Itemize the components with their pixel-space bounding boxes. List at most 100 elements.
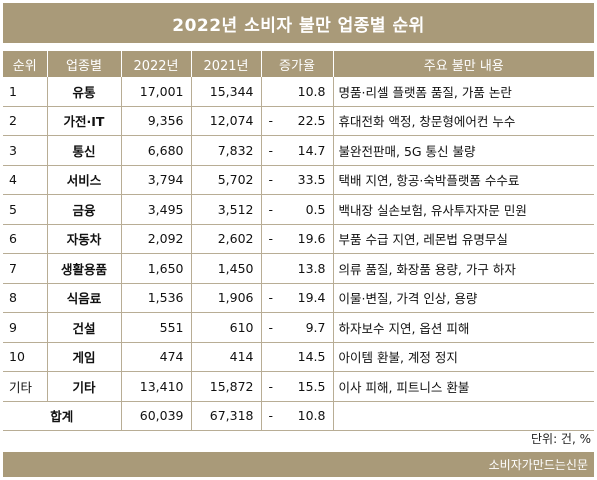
count-2022-cell: 6,680 bbox=[121, 135, 192, 166]
table-row: 6 자동차 2,092 2,602 - 19.6 부품 수급 지연, 레몬법 유명… bbox=[3, 224, 594, 254]
rank-cell: 6 bbox=[3, 224, 48, 254]
header-2022: 2022년 bbox=[121, 51, 192, 77]
count-2021-cell: 3,512 bbox=[191, 194, 262, 225]
industry-cell: 가전·IT bbox=[47, 106, 122, 136]
change-value: 13.8 bbox=[297, 260, 326, 276]
change-rate-cell: - 0.5 bbox=[261, 194, 334, 225]
unit-note: 단위: 건, % bbox=[530, 432, 591, 446]
rank-cell: 7 bbox=[3, 253, 48, 284]
count-2021-cell: 5,702 bbox=[191, 165, 262, 195]
count-2021-cell: 15,344 bbox=[191, 77, 262, 107]
industry-cell: 서비스 bbox=[47, 165, 122, 195]
table-row: 7 생활용품 1,650 1,450 13.8 의류 품질, 화장품 용량, 가… bbox=[3, 253, 594, 284]
count-2022-cell: 3,794 bbox=[121, 165, 192, 195]
change-value: 10.8 bbox=[297, 408, 326, 424]
change-sign: - bbox=[268, 142, 274, 158]
change-sign: - bbox=[268, 319, 274, 335]
header-2021: 2021년 bbox=[191, 51, 262, 77]
table-row: 3 통신 6,680 7,832 - 14.7 불완전판매, 5G 통신 불량 bbox=[3, 135, 594, 166]
change-value: 10.8 bbox=[297, 83, 326, 99]
complaint-content-cell: 이물·변질, 가격 인상, 용량 bbox=[333, 283, 594, 313]
total-content-cell bbox=[333, 401, 594, 431]
table-row: 1 유통 17,001 15,344 10.8 명품·리셀 플랫폼 품질, 가품… bbox=[3, 77, 594, 107]
change-rate-cell: - 14.7 bbox=[261, 135, 334, 166]
industry-cell: 생활용품 bbox=[47, 253, 122, 284]
table-row: 2 가전·IT 9,356 12,074 - 22.5 휴대전화 액정, 창문형에… bbox=[3, 106, 594, 136]
change-sign: - bbox=[268, 113, 274, 129]
header-change-rate: 증가율 bbox=[261, 51, 334, 77]
count-2022-cell: 17,001 bbox=[121, 77, 192, 107]
change-rate-cell: 14.5 bbox=[261, 342, 334, 372]
count-2021-cell: 1,450 bbox=[191, 253, 262, 284]
change-rate-cell: 10.8 bbox=[261, 77, 334, 107]
count-2021-cell: 7,832 bbox=[191, 135, 262, 166]
count-2022-cell: 1,536 bbox=[121, 283, 192, 313]
header-rank: 순위 bbox=[3, 51, 48, 77]
header-row: 순위 업종별 2022년 2021년 증가율 주요 불만 내용 bbox=[3, 51, 594, 77]
total-2022-cell: 60,039 bbox=[121, 401, 192, 431]
change-value: 14.5 bbox=[297, 349, 326, 365]
change-value: 9.7 bbox=[305, 319, 326, 335]
table-row: 기타 기타 13,410 15,872 - 15.5 이사 피해, 피트니스 환불 bbox=[3, 371, 594, 402]
count-2022-cell: 2,092 bbox=[121, 224, 192, 254]
total-label: 합계 bbox=[3, 401, 122, 431]
count-2022-cell: 474 bbox=[121, 342, 192, 372]
count-2022-cell: 9,356 bbox=[121, 106, 192, 136]
complaint-content-cell: 불완전판매, 5G 통신 불량 bbox=[333, 135, 594, 166]
change-rate-cell: - 19.4 bbox=[261, 283, 334, 313]
rank-cell: 기타 bbox=[3, 371, 48, 402]
complaint-content-cell: 아이템 환불, 계정 정지 bbox=[333, 342, 594, 372]
rank-cell: 9 bbox=[3, 312, 48, 343]
industry-cell: 유통 bbox=[47, 77, 122, 107]
source-footer: 소비자가만드는신문 bbox=[3, 452, 594, 477]
rank-cell: 3 bbox=[3, 135, 48, 166]
table-row: 5 금융 3,495 3,512 - 0.5 백내장 실손보험, 유사투자자문 민… bbox=[3, 194, 594, 225]
rank-cell: 10 bbox=[3, 342, 48, 372]
count-2021-cell: 2,602 bbox=[191, 224, 262, 254]
industry-cell: 금융 bbox=[47, 194, 122, 225]
count-2021-cell: 12,074 bbox=[191, 106, 262, 136]
change-value: 19.4 bbox=[297, 290, 326, 306]
total-change-rate-cell: - 10.8 bbox=[261, 401, 334, 431]
rank-cell: 8 bbox=[3, 283, 48, 313]
table-body: 1 유통 17,001 15,344 10.8 명품·리셀 플랫폼 품질, 가품… bbox=[3, 77, 594, 431]
change-sign: - bbox=[268, 231, 274, 247]
change-sign: - bbox=[268, 378, 274, 394]
source-label: 소비자가만드는신문 bbox=[488, 458, 588, 472]
change-rate-cell: - 19.6 bbox=[261, 224, 334, 254]
count-2021-cell: 610 bbox=[191, 312, 262, 343]
count-2022-cell: 3,495 bbox=[121, 194, 192, 225]
change-sign: - bbox=[268, 201, 274, 217]
header-main-complaints: 주요 불만 내용 bbox=[333, 51, 594, 77]
table-row: 9 건설 551 610 - 9.7 하자보수 지연, 옵션 피해 bbox=[3, 312, 594, 343]
table-row: 10 게임 474 414 14.5 아이템 환불, 계정 정지 bbox=[3, 342, 594, 372]
industry-cell: 자동차 bbox=[47, 224, 122, 254]
change-rate-cell: - 9.7 bbox=[261, 312, 334, 343]
change-value: 33.5 bbox=[297, 172, 326, 188]
industry-cell: 게임 bbox=[47, 342, 122, 372]
change-value: 19.6 bbox=[297, 231, 326, 247]
count-2022-cell: 551 bbox=[121, 312, 192, 343]
rank-cell: 1 bbox=[3, 77, 48, 107]
change-value: 14.7 bbox=[297, 142, 326, 158]
table-row: 8 식음료 1,536 1,906 - 19.4 이물·변질, 가격 인상, 용량 bbox=[3, 283, 594, 313]
header-industry: 업종별 bbox=[47, 51, 122, 77]
change-sign: - bbox=[268, 290, 274, 306]
count-2021-cell: 15,872 bbox=[191, 371, 262, 402]
count-2022-cell: 13,410 bbox=[121, 371, 192, 402]
industry-cell: 기타 bbox=[47, 371, 122, 402]
change-sign: - bbox=[268, 408, 274, 424]
change-sign: - bbox=[268, 172, 274, 188]
change-rate-cell: - 22.5 bbox=[261, 106, 334, 136]
complaint-content-cell: 부품 수급 지연, 레몬법 유명무실 bbox=[333, 224, 594, 254]
industry-cell: 건설 bbox=[47, 312, 122, 343]
change-value: 15.5 bbox=[297, 378, 326, 394]
complaint-content-cell: 의류 품질, 화장품 용량, 가구 하자 bbox=[333, 253, 594, 284]
total-2021-cell: 67,318 bbox=[191, 401, 262, 431]
change-rate-cell: 13.8 bbox=[261, 253, 334, 284]
table-title: 2022년 소비자 불만 업종별 순위 bbox=[3, 3, 594, 43]
industry-cell: 통신 bbox=[47, 135, 122, 166]
rank-cell: 2 bbox=[3, 106, 48, 136]
change-rate-cell: - 33.5 bbox=[261, 165, 334, 195]
rank-cell: 5 bbox=[3, 194, 48, 225]
